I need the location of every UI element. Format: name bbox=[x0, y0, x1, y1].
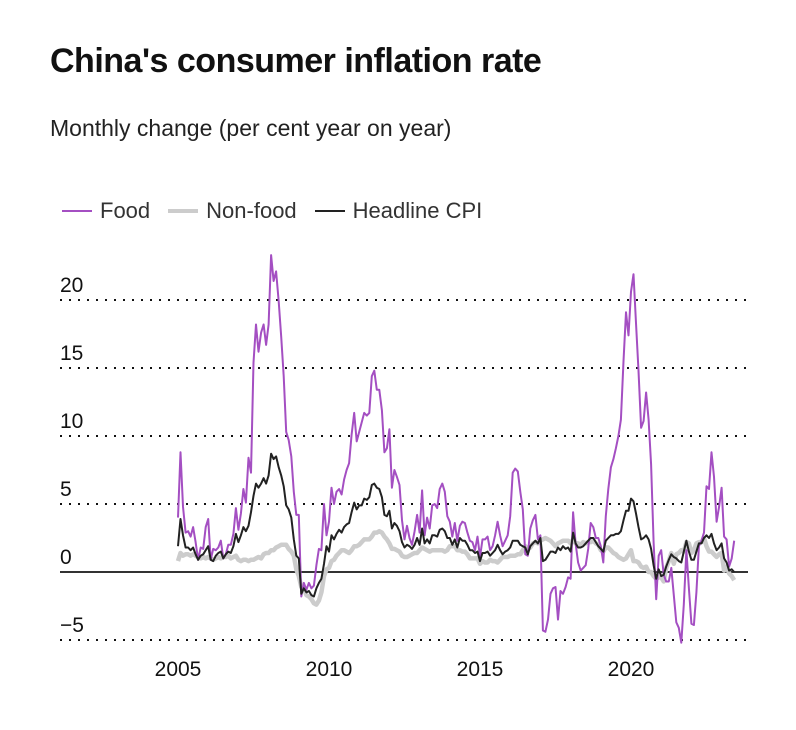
x-tick-label: 2015 bbox=[457, 658, 504, 681]
chart-title: China's consumer inflation rate bbox=[50, 42, 542, 80]
x-tick-label: 2020 bbox=[608, 658, 655, 681]
legend-item-food: Food bbox=[62, 198, 150, 224]
legend-item-non-food: Non-food bbox=[168, 198, 297, 224]
legend-swatch bbox=[168, 209, 199, 213]
x-tick-label: 2010 bbox=[306, 658, 353, 681]
y-tick-label: 10 bbox=[60, 410, 83, 433]
x-tick-label: 2005 bbox=[155, 658, 202, 681]
series-line-headline-cpi bbox=[177, 452, 735, 598]
y-tick-label: 20 bbox=[60, 274, 83, 297]
legend-label: Non-food bbox=[206, 198, 297, 223]
series-line-food bbox=[177, 254, 736, 644]
series-line-non-food bbox=[175, 528, 737, 607]
legend-swatch bbox=[62, 210, 92, 212]
y-tick-label: 0 bbox=[60, 546, 72, 569]
legend-label: Food bbox=[100, 198, 151, 223]
legend-label: Headline CPI bbox=[352, 198, 483, 223]
y-tick-label: 15 bbox=[60, 342, 83, 365]
legend: Food Non-food Headline CPI bbox=[62, 198, 482, 224]
y-tick-label: −5 bbox=[60, 614, 84, 637]
chart-subtitle: Monthly change (per cent year on year) bbox=[50, 115, 452, 141]
legend-swatch bbox=[314, 210, 345, 212]
legend-item-headline-cpi: Headline CPI bbox=[314, 198, 483, 224]
y-tick-label: 5 bbox=[60, 478, 72, 501]
